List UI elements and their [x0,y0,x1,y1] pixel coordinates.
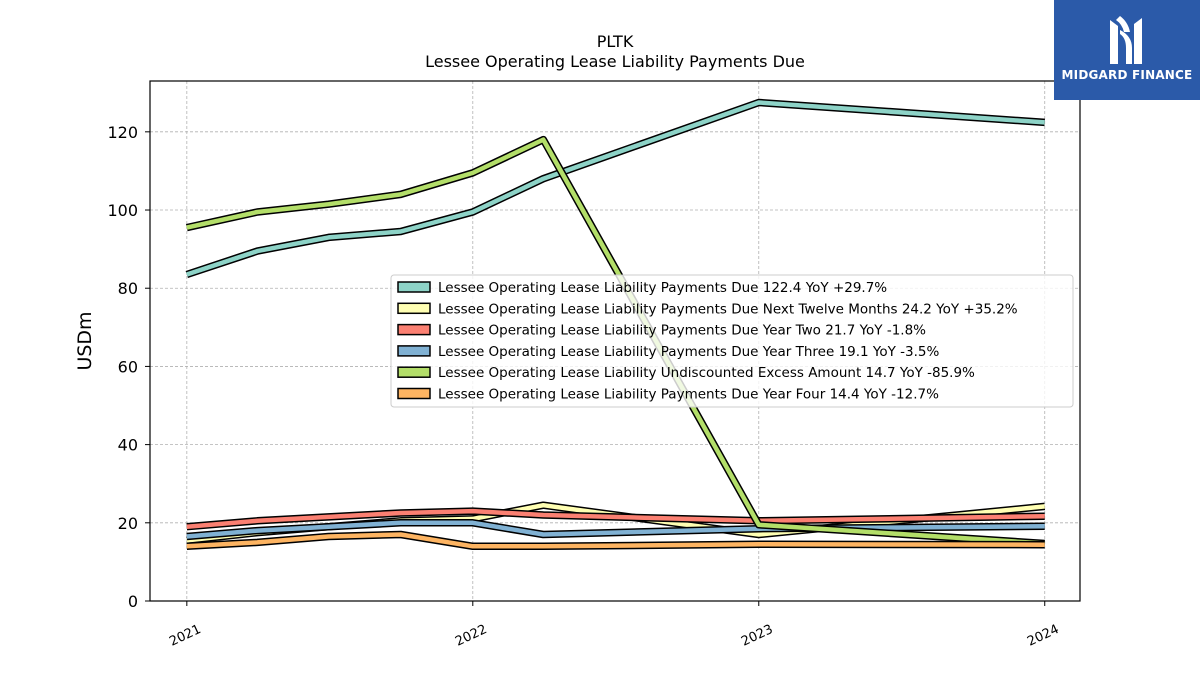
legend-swatch-2 [397,302,431,315]
series-outline-1 [185,98,1045,279]
series-line-4 [186,520,1045,539]
legend-swatch-3 [397,323,431,336]
legend-label-5: Lessee Operating Lease Liability Undisco… [438,365,975,381]
midgard-finance-logo: MIDGARD FINANCE [1054,0,1200,100]
y-tick-label: 60 [118,357,138,376]
legend-label-1: Lessee Operating Lease Liability Payment… [438,280,887,296]
y-axis-ticks: 0 20 40 60 80 100 120 [107,123,150,611]
x-tick-label: 2021 [167,622,203,650]
chart-subtitle: Lessee Operating Lease Liability Payment… [425,52,805,71]
legend-label-4: Lessee Operating Lease Liability Payment… [438,344,940,360]
legend-swatch-5 [397,366,431,378]
series-line-3 [186,508,1045,529]
series-layer [185,98,1046,551]
legend-box [390,274,1074,408]
y-tick-label: 40 [118,436,138,455]
legend-swatch-4 [397,345,431,357]
y-tick-label: 0 [128,592,138,611]
y-axis-label: USDm [74,311,96,370]
logo-mark-icon [1110,16,1142,64]
x-tick-label: 2022 [453,622,489,650]
plot-frame [149,80,1081,602]
legend-swatch-6 [397,387,431,400]
series-line-6 [186,532,1045,549]
logo-text: MIDGARD FINANCE [1061,68,1193,82]
legend-label-6: Lessee Operating Lease Liability Payment… [438,387,939,403]
x-axis-ticks: 2021 2022 2023 2024 [167,601,1061,650]
series-line-5 [186,137,1045,546]
y-tick-label: 80 [118,279,138,298]
x-tick-label: 2024 [1025,622,1061,650]
legend: Lessee Operating Lease Liability Payment… [390,274,1074,408]
y-tick-label: 20 [118,514,138,533]
legend-label-2: Lessee Operating Lease Liability Payment… [438,301,1018,317]
y-tick-label: 100 [107,201,138,220]
legend-swatch-1 [397,281,431,293]
legend-label-3: Lessee Operating Lease Liability Payment… [438,323,926,339]
series-line-1 [186,100,1045,277]
y-tick-label: 120 [107,123,138,142]
x-tick-label: 2023 [739,622,775,650]
chart-title: PLTK [597,32,634,51]
